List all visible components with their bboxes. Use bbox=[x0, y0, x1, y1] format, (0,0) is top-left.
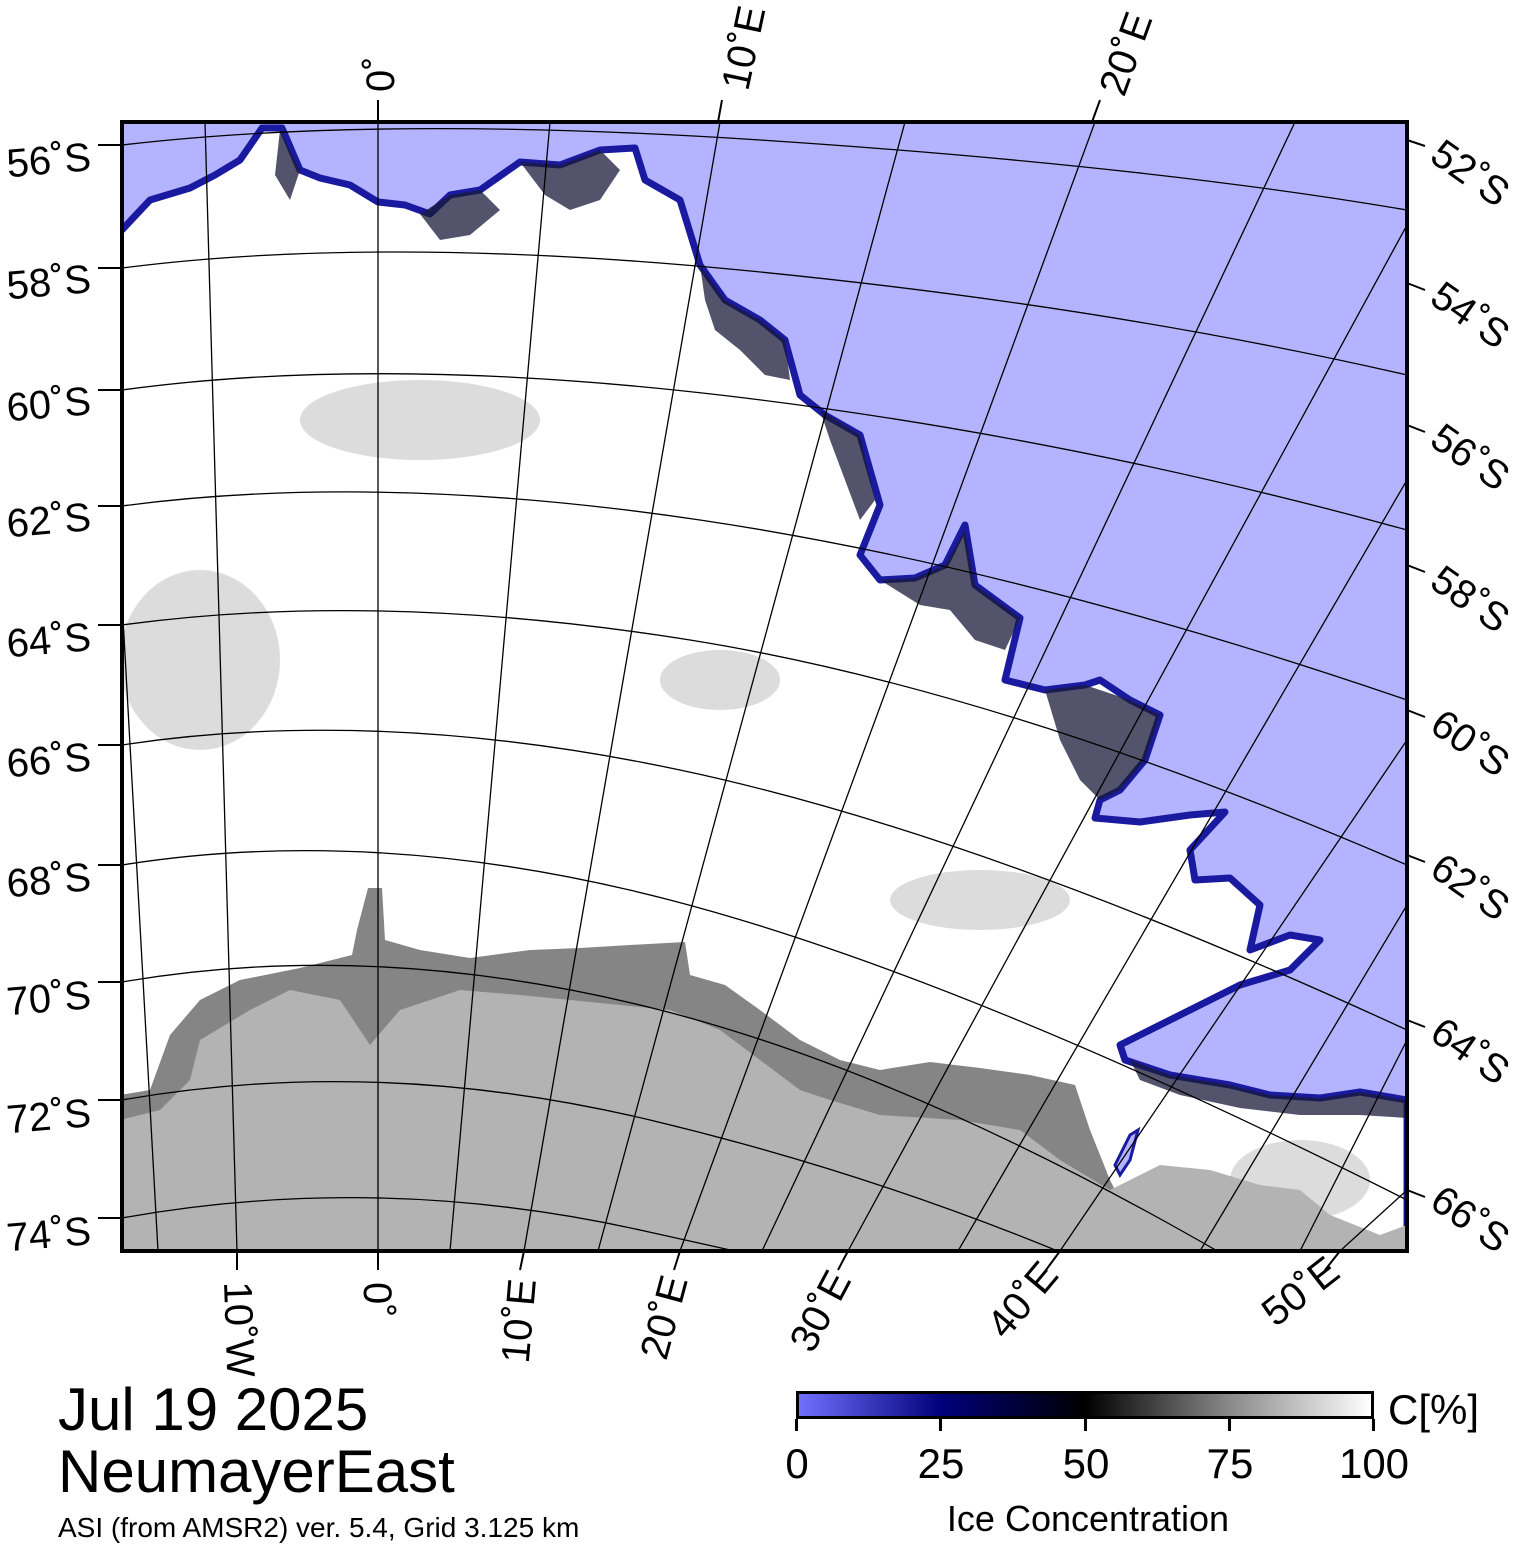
colorbar-tick bbox=[1084, 1419, 1087, 1431]
lat-label-left: 64˚S bbox=[5, 615, 93, 666]
lat-label-left: 62˚S bbox=[5, 495, 93, 546]
lon-label-bottom: 20˚E bbox=[632, 1271, 696, 1364]
lat-label-left: 56˚S bbox=[5, 135, 93, 186]
left-latitude-labels: 56˚S 58˚S 60˚S 62˚S 64˚S 66˚S 68˚S 70˚S … bbox=[5, 135, 93, 1260]
colorbar-tick-label: 50 bbox=[1062, 1440, 1110, 1487]
lat-label-left: 60˚S bbox=[5, 379, 93, 430]
lon-label-bottom: 10˚W bbox=[215, 1281, 262, 1378]
lat-label-left: 74˚S bbox=[5, 1209, 93, 1260]
colorbar-tick-label: 0 bbox=[785, 1440, 809, 1487]
map-date: Jul 19 2025 bbox=[58, 1376, 369, 1443]
map-frame bbox=[120, 120, 1409, 1253]
lon-label-top: 20˚E bbox=[1091, 7, 1161, 101]
marginal-ice-zone bbox=[275, 130, 1407, 1118]
colorbar-tick bbox=[1372, 1419, 1375, 1431]
lat-label-right: 64˚S bbox=[1423, 1009, 1517, 1094]
lat-label-left: 58˚S bbox=[5, 257, 93, 308]
colorbar-unit: C[%] bbox=[1388, 1386, 1480, 1433]
colorbar-title: Ice Concentration bbox=[946, 1498, 1230, 1539]
lon-label-bottom: 10˚E bbox=[494, 1277, 545, 1365]
colorbar-tick bbox=[1228, 1419, 1231, 1431]
graticule-parallels bbox=[122, 127, 1407, 1251]
lat-label-right: 58˚S bbox=[1423, 557, 1517, 642]
lat-label-left: 68˚S bbox=[5, 855, 93, 906]
region-name: NeumayerEast bbox=[58, 1438, 455, 1505]
lat-label-right: 66˚S bbox=[1423, 1177, 1517, 1262]
lon-label-top: 0˚ bbox=[359, 56, 403, 92]
lon-label-top: 10˚E bbox=[714, 2, 775, 94]
frame-ticks bbox=[98, 99, 1426, 1271]
right-latitude-labels: 52˚S 54˚S 56˚S 58˚S 60˚S 62˚S 64˚S 66˚S bbox=[1423, 131, 1517, 1262]
colorbar-tick-label: 25 bbox=[917, 1440, 965, 1487]
colorbar bbox=[796, 1391, 1374, 1419]
lon-label-bottom: 0˚ bbox=[355, 1282, 399, 1318]
top-longitude-labels: 0˚ 10˚E 20˚E bbox=[359, 2, 1161, 101]
colorbar-tick-label: 75 bbox=[1206, 1440, 1254, 1487]
lat-label-right: 56˚S bbox=[1423, 415, 1517, 500]
lat-label-right: 60˚S bbox=[1423, 701, 1517, 786]
lat-label-left: 66˚S bbox=[5, 735, 93, 786]
colorbar-tick bbox=[795, 1419, 798, 1431]
bottom-longitude-labels: 10˚W 0˚ 10˚E 20˚E 30˚E 40˚E 50˚E bbox=[215, 1248, 1348, 1378]
lon-label-bottom: 50˚E bbox=[1254, 1248, 1348, 1335]
lat-label-right: 54˚S bbox=[1423, 273, 1517, 358]
graticule-meridians bbox=[122, 122, 1407, 1251]
colorbar-tick-label: 100 bbox=[1338, 1440, 1410, 1487]
lat-label-right: 62˚S bbox=[1423, 845, 1517, 930]
lon-label-bottom: 30˚E bbox=[781, 1264, 860, 1359]
lon-label-bottom: 40˚E bbox=[979, 1254, 1067, 1347]
land-area bbox=[122, 990, 1407, 1251]
sea-ice-map: 56˚S 58˚S 60˚S 62˚S 64˚S 66˚S 68˚S 70˚S … bbox=[5, 2, 1518, 1378]
lat-label-right: 52˚S bbox=[1423, 131, 1517, 216]
lat-label-left: 72˚S bbox=[5, 1091, 93, 1142]
data-source: ASI (from AMSR2) ver. 5.4, Grid 3.125 km bbox=[58, 1512, 580, 1543]
lat-label-left: 70˚S bbox=[5, 973, 93, 1024]
colorbar-tick bbox=[939, 1419, 942, 1431]
